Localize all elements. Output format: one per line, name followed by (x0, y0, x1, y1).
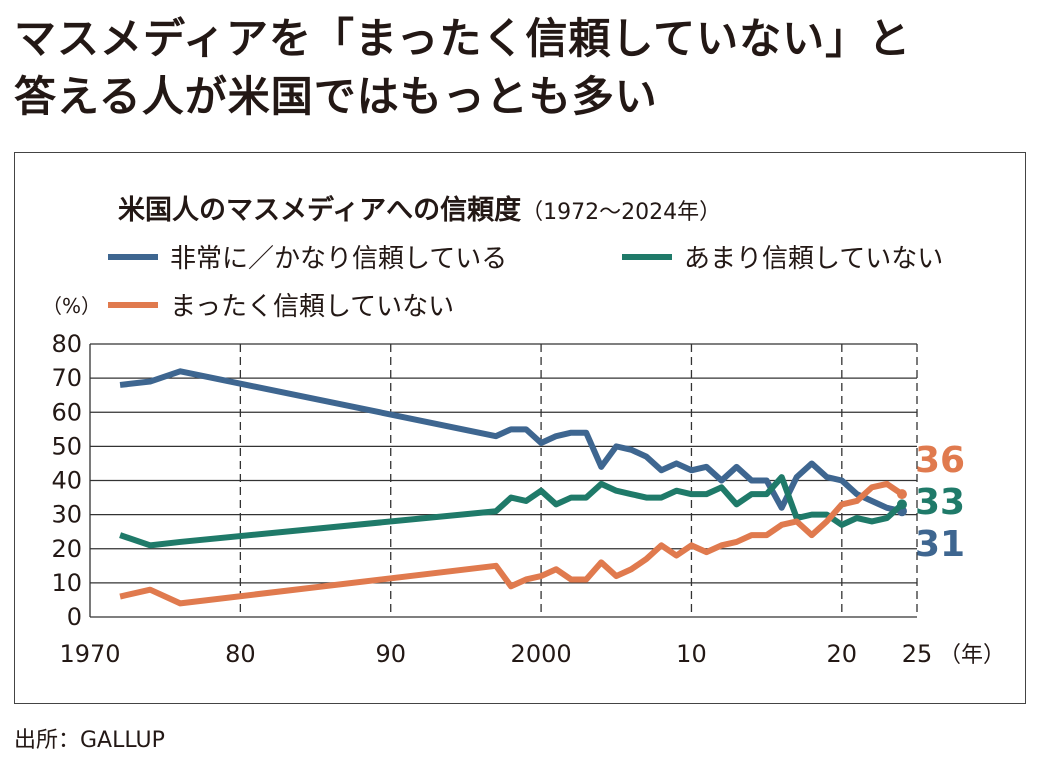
series-line (119, 368, 903, 515)
chart-title: 米国人のマスメディアへの信頼度（1972〜2024年） (118, 188, 721, 227)
y-tick-label: 80 (51, 330, 82, 358)
x-tick-label: 10 (676, 640, 707, 668)
y-tick-label: 30 (51, 501, 82, 529)
headline: マスメディアを「まったく信頼していない」と 答える人が米国ではもっとも多い (14, 10, 911, 126)
headline-line-2: 答える人が米国ではもっとも多い (14, 72, 658, 121)
source-note: 出所：GALLUP (14, 728, 165, 753)
x-tick-label: 1970 (59, 640, 120, 668)
x-tick-label: 20 (827, 640, 858, 668)
series-end-label: 33 (915, 482, 965, 523)
y-tick-label: 10 (51, 569, 82, 597)
y-tick-label: 40 (51, 467, 82, 495)
headline-line-1: マスメディアを「まったく信頼していない」と (14, 14, 912, 63)
series-end-label: 31 (915, 524, 965, 565)
chart-frame (14, 152, 1026, 704)
legend-label: あまり信頼していない (684, 244, 944, 274)
series-line (119, 474, 904, 549)
legend-item-trust: 非常に／かなり信頼している (108, 238, 507, 275)
chart-title-text: 米国人のマスメディアへの信頼度 (118, 195, 522, 226)
y-tick-label: 70 (51, 364, 82, 392)
legend-swatch (108, 301, 158, 308)
y-tick-label: 60 (51, 398, 82, 426)
x-tick-label: 90 (375, 640, 406, 668)
legend-item-not-much: あまり信頼していない (622, 238, 943, 275)
series-line (119, 480, 904, 607)
x-tick-label: 80 (225, 640, 256, 668)
series-end-point (896, 499, 907, 510)
y-tick-label: 0 (67, 603, 82, 631)
x-axis-unit: （年） (939, 643, 1005, 668)
y-axis-unit: （%） (42, 294, 102, 318)
legend-item-none: まったく信頼していない (108, 286, 454, 323)
chart-subtitle: （1972〜2024年） (521, 200, 722, 225)
y-tick-label: 50 (51, 432, 82, 460)
series-end-point (896, 489, 907, 500)
x-tick-label: 25 (902, 640, 933, 668)
series-end-label: 36 (915, 440, 965, 481)
legend-label: 非常に／かなり信頼している (170, 244, 508, 274)
legend-swatch (108, 253, 158, 260)
x-tick-label: 2000 (511, 640, 572, 668)
legend-label: まったく信頼していない (170, 292, 455, 322)
legend-swatch (622, 253, 672, 260)
y-tick-label: 20 (51, 535, 82, 563)
